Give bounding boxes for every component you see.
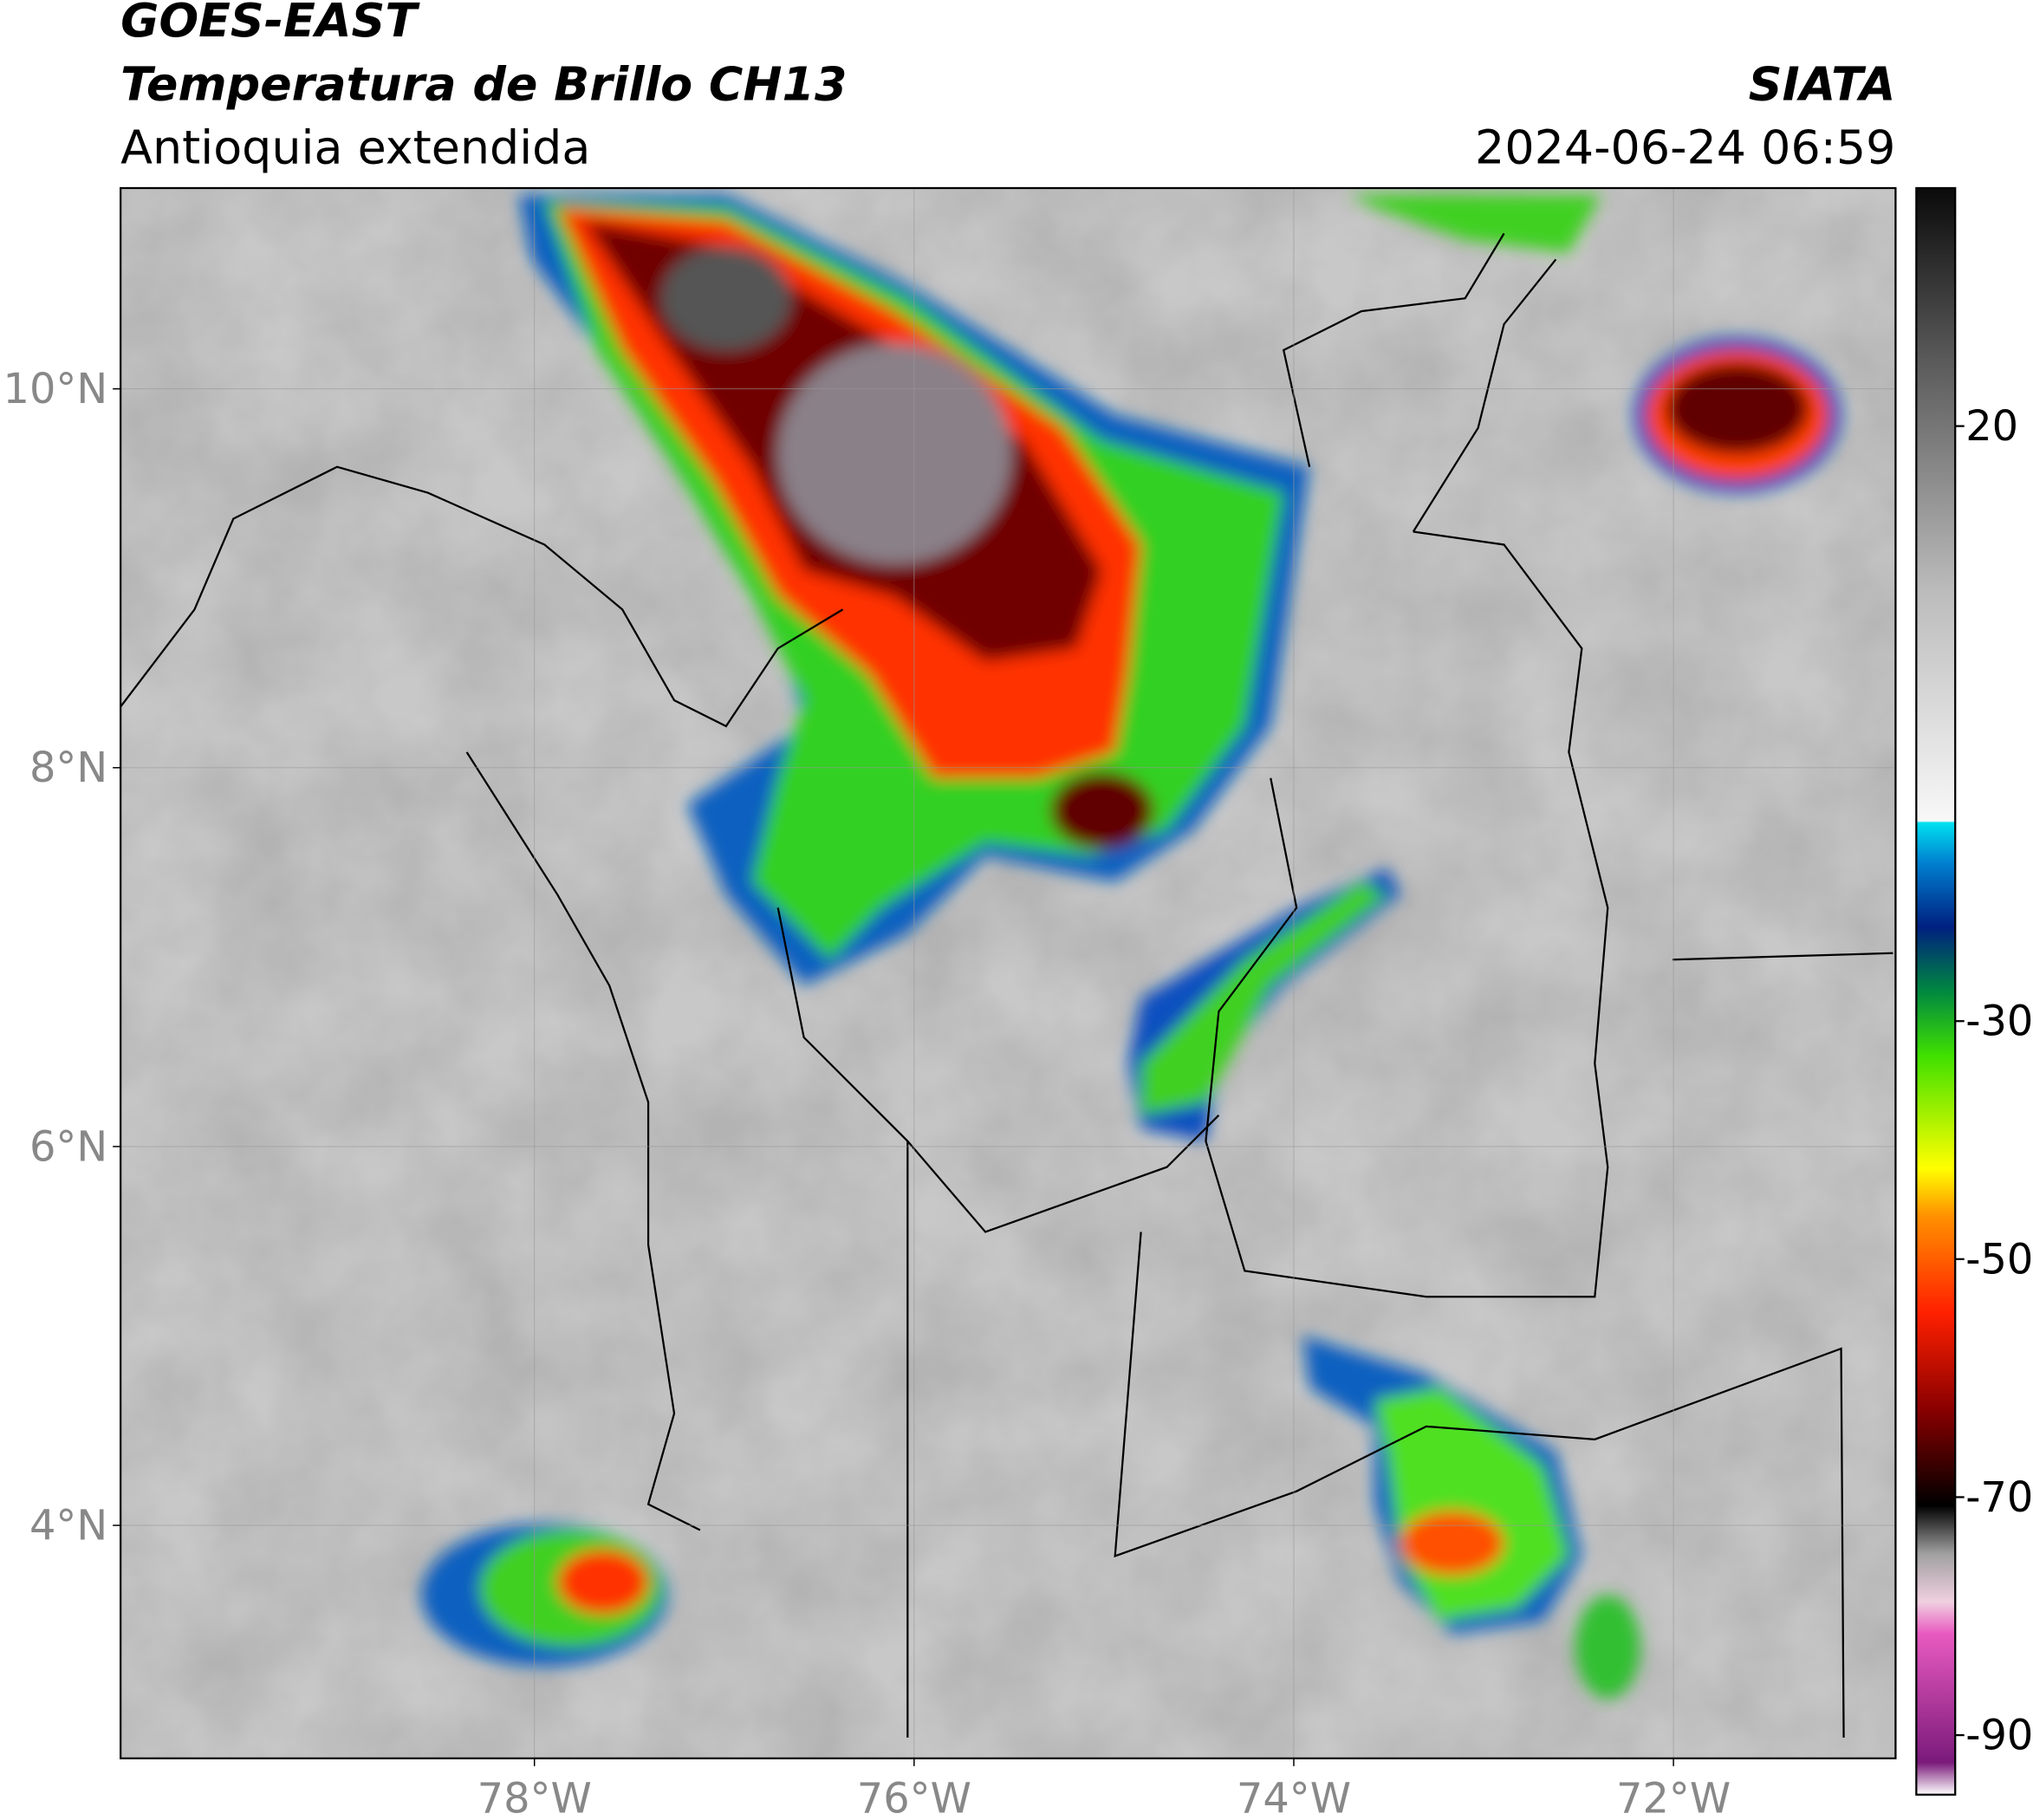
map-frame (120, 186, 1897, 1759)
lon-label: 76°W (857, 1776, 971, 1820)
lon-label: 74°W (1237, 1776, 1351, 1820)
source: SIATA (1749, 56, 1896, 111)
lon-label: 72°W (1616, 1776, 1731, 1820)
colorbar-label: 20 (1965, 403, 2018, 451)
colorbar (1915, 186, 1957, 1796)
lat-label: 4°N (29, 1503, 107, 1550)
lat-label: 10°N (3, 366, 108, 413)
satellite: GOES-EAST (120, 0, 420, 48)
region: Antioquia extendida (120, 120, 590, 175)
gridlines (120, 188, 1896, 1758)
colorbar-label: -90 (1965, 1713, 2033, 1760)
lat-label: 8°N (29, 744, 107, 792)
product: Temperatura de Brillo CH13 (120, 56, 847, 111)
colorbar-label: -70 (1965, 1474, 2033, 1522)
map-image (120, 188, 1896, 1758)
lat-label: 6°N (29, 1123, 107, 1171)
colorbar-label: -30 (1965, 998, 2033, 1046)
lon-label: 78°W (477, 1776, 592, 1820)
colorbar-label: -50 (1965, 1236, 2033, 1284)
datetime: 2024-06-24 06:59 (1475, 120, 1895, 175)
